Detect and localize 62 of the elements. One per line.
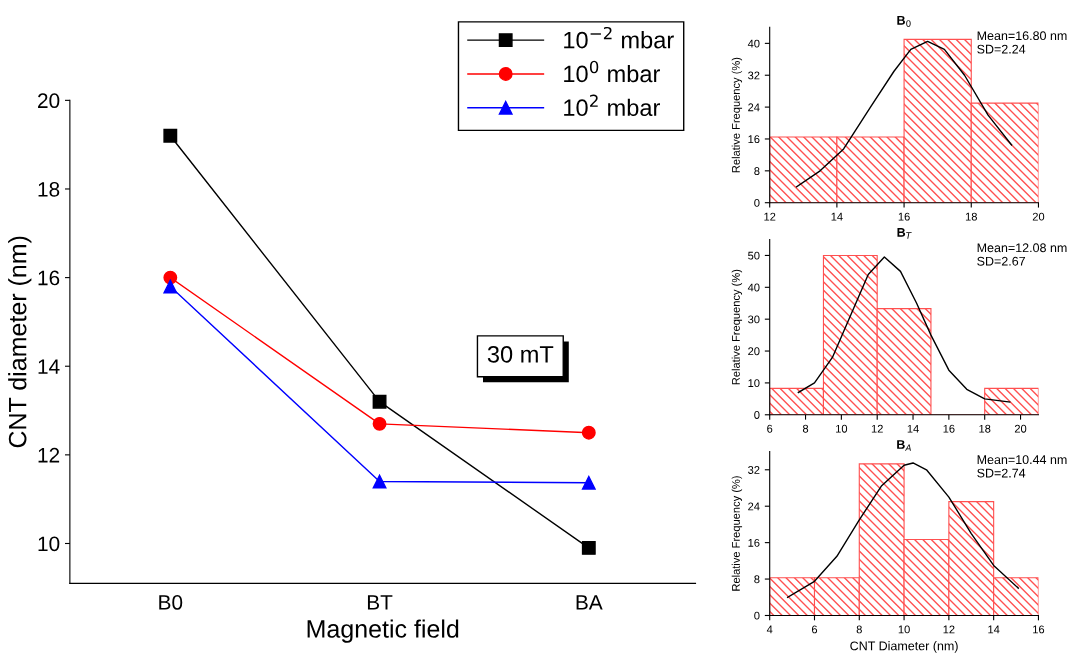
x-tick-label: 18	[965, 212, 977, 221]
x-axis-title: CNT Diameter (nm)	[850, 641, 958, 653]
y-tick-label: 16	[38, 270, 60, 286]
x-tick-label: 6	[811, 625, 818, 634]
y-tick-label: 24	[748, 103, 760, 112]
x-tick-label: 20	[1014, 424, 1027, 433]
y-tick-label: 50	[748, 251, 760, 260]
x-tick-label: 8	[856, 625, 862, 634]
y-tick-label: 40	[747, 283, 760, 292]
x-tick-label: 14	[831, 212, 843, 221]
y-tick-label: 18	[38, 181, 60, 197]
x-tick-label: 10	[898, 625, 910, 634]
y-tick-label: 16	[748, 538, 760, 547]
y-tick-label: 0	[754, 198, 760, 207]
annotation: Mean=12.08 nm SD=2.67	[977, 243, 1067, 266]
x-tick-label: 8	[802, 424, 809, 433]
x-tick-label: 18	[979, 424, 991, 433]
x-tick-label: 16	[1033, 625, 1045, 634]
x-tick-label: 10	[836, 424, 848, 433]
x-tick-label: 16	[898, 212, 910, 221]
y-tick-label: 24	[748, 502, 760, 511]
annotation: Mean=10.44 nm SD=2.74	[977, 455, 1067, 478]
chart-title: B$_{T}$	[897, 228, 912, 239]
y-tick-label: 20	[748, 347, 760, 356]
y-axis-title: Relative Frequency (%)	[731, 476, 743, 591]
x-tick-label: BT	[367, 595, 393, 610]
y-tick-label: 0	[754, 411, 760, 419]
x-tick-label: B0	[159, 595, 183, 610]
y-tick-label: 20	[38, 93, 60, 109]
x-tick-label: 12	[871, 424, 883, 433]
legend-label: 10$^{2}$ mbar	[564, 94, 660, 117]
annotation: Mean=16.80 nm SD=2.24	[977, 31, 1067, 54]
x-tick-label: 14	[907, 424, 919, 433]
x-tick-label: 14	[988, 625, 1000, 634]
y-axis-title: CNT diameter (nm)	[8, 236, 32, 448]
y-axis-title: Relative Frequency (%)	[731, 269, 743, 385]
x-tick-label: 12	[943, 625, 955, 634]
y-tick-label: 12	[38, 447, 60, 463]
y-tick-label: 10	[38, 536, 60, 552]
y-tick-label: 32	[748, 71, 760, 80]
x-tick-label: 4	[766, 625, 773, 634]
x-tick-label: BA	[576, 595, 603, 610]
y-tick-label: 16	[748, 135, 760, 144]
y-tick-label: 14	[38, 359, 60, 374]
annotation: 30 mT	[487, 345, 554, 363]
y-axis-title: Relative Frequency (%)	[731, 57, 743, 173]
y-tick-label: 8	[754, 167, 760, 175]
x-tick-label: 12	[764, 212, 776, 221]
y-tick-label: 10	[748, 379, 760, 388]
y-tick-label: 30	[748, 315, 760, 324]
y-tick-label: 8	[754, 575, 760, 584]
legend-label: 10$^{−2}$ mbar	[564, 26, 674, 49]
y-tick-label: 40	[747, 39, 760, 48]
x-axis-title: Magnetic field	[307, 619, 459, 643]
chart-title: B$_{0}$	[897, 16, 911, 27]
x-tick-label: 20	[1032, 212, 1045, 221]
x-tick-label: 6	[767, 424, 773, 433]
legend-label: 10$^{0}$ mbar	[564, 60, 660, 83]
chart-title: B$_{A}$	[897, 440, 911, 451]
y-tick-label: 32	[748, 466, 760, 474]
y-tick-label: 0	[754, 611, 760, 620]
x-tick-label: 16	[943, 424, 955, 433]
